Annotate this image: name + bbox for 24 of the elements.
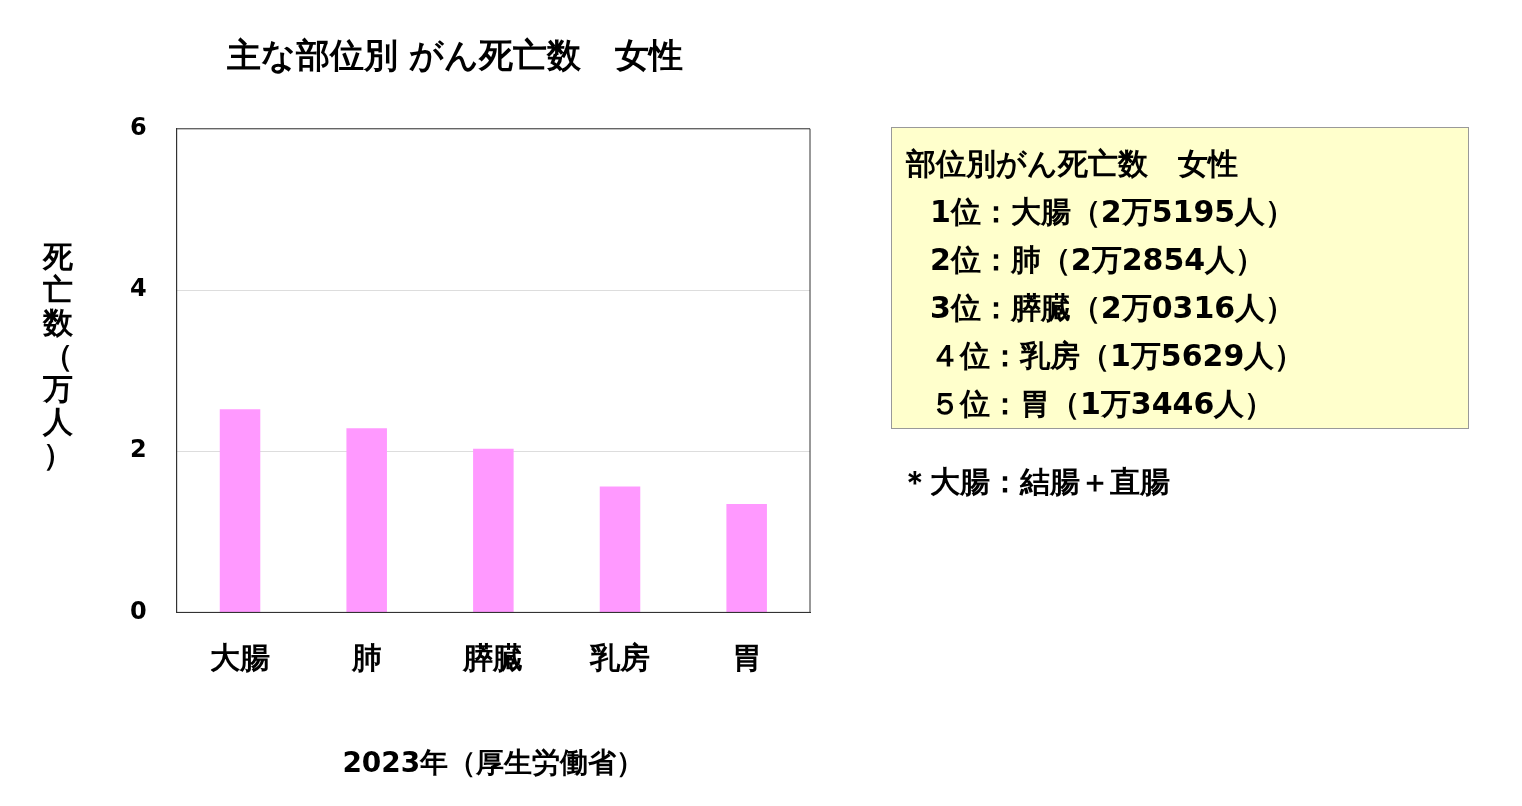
x-tick-label: 肺 (350, 640, 382, 676)
bar (599, 486, 641, 612)
chart-title: 主な部位別 がん死亡数 女性 (225, 35, 684, 76)
text: 3位：膵臓（2万0316人） (929, 289, 1297, 327)
x-tick-label: 乳房 (589, 640, 651, 676)
text: ４位：乳房（1万5629人） (929, 337, 1306, 375)
y-tick-label: 2 (130, 435, 147, 464)
text: 2位：肺（2万2854人） (929, 241, 1267, 279)
x-tick-label: 胃 (731, 640, 762, 676)
x-axis-title: 2023年（厚生労働省） (342, 746, 645, 780)
y-axis-title: 死亡数（万人） (41, 239, 74, 472)
text: 部位別がん死亡数 女性 (906, 145, 1239, 183)
bar (473, 448, 514, 612)
y-tick-label: 6 (130, 113, 147, 142)
bar (726, 504, 767, 612)
y-tick-label: 0 (130, 596, 147, 625)
bar (346, 428, 387, 612)
text: ５位：胃（1万3446人） (929, 385, 1276, 423)
text: ＊大腸：結腸＋直腸 (900, 463, 1170, 501)
bar (219, 409, 261, 612)
y-tick-label: 4 (130, 274, 147, 303)
x-tick-label: 大腸 (210, 640, 271, 676)
x-tick-label: 膵臓 (462, 640, 524, 676)
text: 1位：大腸（2万5195人） (929, 193, 1297, 231)
